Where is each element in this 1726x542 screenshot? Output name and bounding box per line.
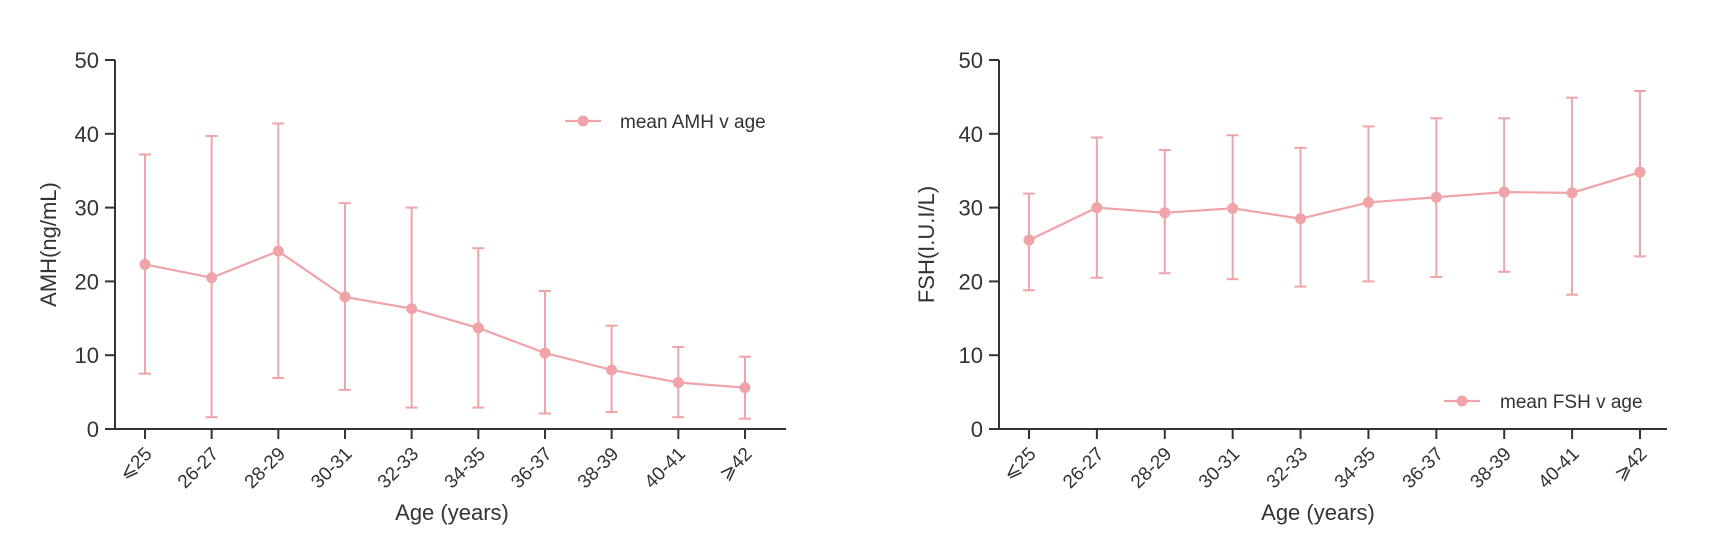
fsh-data-point bbox=[1566, 187, 1578, 199]
fsh-data-point bbox=[1430, 191, 1442, 203]
amh-y-axis-label: AMH(ng/mL) bbox=[36, 182, 61, 307]
fsh-x-tick-label: 40-41 bbox=[1534, 444, 1583, 493]
amh-x-tick-label: 32-33 bbox=[374, 444, 423, 493]
fsh-y-tick-label: 10 bbox=[959, 343, 983, 368]
amh-data-point bbox=[139, 258, 151, 270]
fsh-y-tick-label: 20 bbox=[959, 269, 983, 294]
amh-x-tick-label: 30-31 bbox=[307, 444, 356, 493]
amh-x-tick-label: 38-39 bbox=[574, 444, 623, 493]
amh-x-tick-label: 40-41 bbox=[641, 444, 690, 493]
fsh-x-tick-label: ⩾42 bbox=[1610, 444, 1651, 485]
amh-x-tick-label: ⩾42 bbox=[715, 444, 756, 485]
amh-mean-line bbox=[144, 249, 746, 389]
amh-data-point bbox=[406, 303, 418, 315]
amh-data-point bbox=[272, 245, 284, 257]
amh-y-tick-label: 50 bbox=[75, 48, 99, 73]
fsh-data-point bbox=[1498, 186, 1510, 198]
amh-y-tick-label: 40 bbox=[75, 122, 99, 147]
amh-data-point bbox=[739, 382, 751, 394]
amh-x-tick-label: 26-27 bbox=[174, 444, 223, 493]
fsh-x-tick-label: ⩽25 bbox=[999, 444, 1040, 485]
amh-y-tick-label: 30 bbox=[75, 196, 99, 221]
fsh-data-point bbox=[1227, 202, 1239, 214]
amh-y-tick-label: 10 bbox=[75, 343, 99, 368]
fsh-data-point bbox=[1159, 207, 1171, 219]
fsh-data-point bbox=[1362, 196, 1374, 208]
fsh-x-tick-label: 38-39 bbox=[1467, 444, 1516, 493]
fsh-x-tick-label: 36-37 bbox=[1399, 444, 1448, 493]
amh-data-point bbox=[206, 272, 218, 284]
fsh-legend-marker bbox=[1456, 395, 1468, 407]
amh-data-point bbox=[606, 364, 618, 376]
fsh-mean-line bbox=[1028, 171, 1641, 242]
amh-x-tick-label: ⩽25 bbox=[115, 444, 156, 485]
amh-data-point bbox=[472, 322, 484, 334]
fsh-y-tick-label: 50 bbox=[959, 48, 983, 73]
amh-legend-marker bbox=[577, 115, 589, 127]
amh-x-tick-label: 36-37 bbox=[507, 444, 556, 493]
amh-x-tick-label: 34-35 bbox=[441, 444, 490, 493]
fsh-x-tick-label: 30-31 bbox=[1195, 444, 1244, 493]
amh-x-tick-label: 28-29 bbox=[241, 444, 290, 493]
fsh-data-point bbox=[1634, 166, 1646, 178]
fsh-y-tick-label: 30 bbox=[959, 196, 983, 221]
amh-data-point bbox=[339, 291, 351, 303]
fsh-y-tick-label: 40 bbox=[959, 122, 983, 147]
fsh-legend-label: mean FSH v age bbox=[1500, 392, 1643, 413]
fsh-y-axis-label: FSH(I.U.I/L) bbox=[914, 186, 939, 303]
fsh-x-tick-label: 28-29 bbox=[1127, 444, 1176, 493]
fsh-data-point bbox=[1295, 213, 1307, 225]
amh-x-axis-label: Age (years) bbox=[395, 500, 509, 525]
amh-y-tick-label: 0 bbox=[87, 417, 99, 442]
fsh-y-tick-label: 0 bbox=[971, 417, 983, 442]
fsh-data-point bbox=[1091, 202, 1103, 214]
amh-data-point bbox=[539, 347, 551, 359]
fsh-data-point bbox=[1023, 234, 1035, 246]
fsh-x-tick-label: 26-27 bbox=[1059, 444, 1108, 493]
amh-y-tick-label: 20 bbox=[75, 269, 99, 294]
fsh-x-axis-label: Age (years) bbox=[1261, 500, 1375, 525]
fsh-x-tick-label: 34-35 bbox=[1331, 444, 1380, 493]
fsh-chart-panel: 0 10 20 30 40 50 ⩽25 26-27 28-29 30-31 32-33 34-35 3… bbox=[914, 48, 1667, 525]
amh-legend-label: mean AMH v age bbox=[620, 112, 766, 133]
amh-chart-panel: 0 10 20 30 40 50 ⩽25 26-27 28-29 30-31 32-33 34-35 3… bbox=[36, 48, 786, 525]
amh-data-point bbox=[672, 377, 684, 389]
fsh-x-tick-label: 32-33 bbox=[1263, 444, 1312, 493]
